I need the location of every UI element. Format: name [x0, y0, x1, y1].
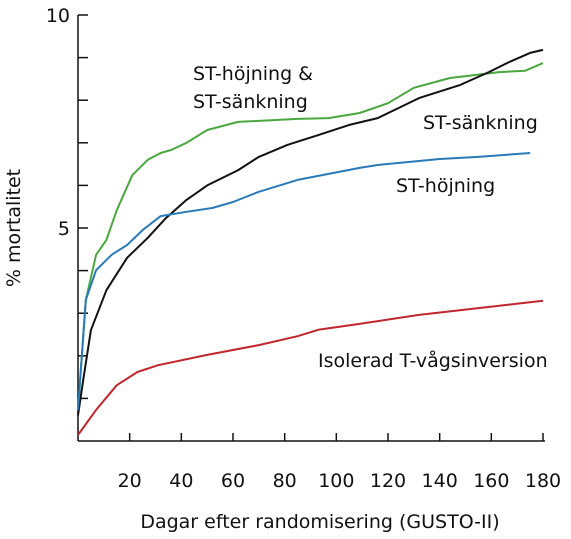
x-tick-label: 180: [525, 470, 561, 492]
x-tick-label: 100: [318, 470, 354, 492]
series-line: [77, 62, 544, 410]
x-tick-label: 160: [473, 470, 509, 492]
y-tick-label: 10: [46, 5, 70, 27]
y-tick-label: 5: [58, 218, 70, 240]
x-tick-label: 40: [169, 470, 193, 492]
x-tick-label: 20: [118, 470, 142, 492]
series-line: [77, 48, 544, 416]
x-tick-label: 120: [370, 470, 406, 492]
x-axis-label: Dagar efter randomisering (GUSTO-II): [140, 511, 499, 533]
x-tick-label: 60: [221, 470, 245, 492]
series-line: [77, 152, 531, 410]
series-label: Isolerad T-vågsinversion: [318, 350, 548, 372]
series-label: ST-höjning & ST-sänkning: [193, 63, 314, 113]
x-tick-label: 140: [422, 470, 458, 492]
series-label: ST-sänkning: [423, 112, 538, 134]
y-axis-label: % mortalitet: [3, 169, 25, 287]
x-tick-label: 80: [273, 470, 297, 492]
series-line: [77, 299, 544, 436]
series-label: ST-höjning: [396, 175, 496, 197]
